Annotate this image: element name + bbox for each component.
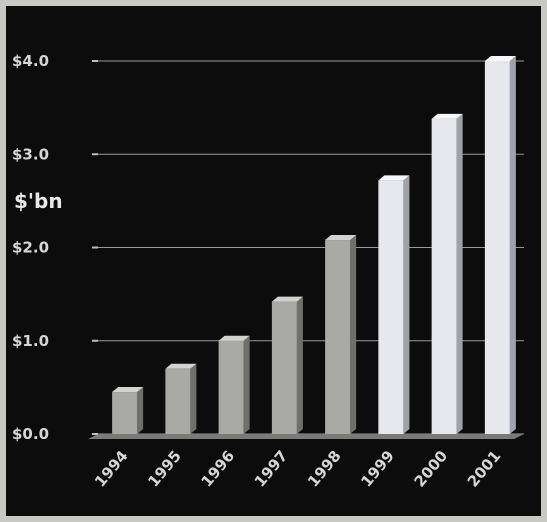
- bars: [112, 56, 516, 435]
- bar-top: [325, 235, 357, 241]
- bar-side: [456, 113, 463, 434]
- bar-front: [112, 392, 138, 434]
- bar-front: [325, 240, 351, 434]
- bar-1994: [112, 387, 144, 434]
- bar-side: [243, 335, 250, 434]
- y-tick-label: $2.0: [12, 239, 49, 257]
- x-tick-label: 1999: [357, 447, 398, 491]
- chart-floor: [88, 434, 524, 439]
- bar-1996: [218, 335, 250, 434]
- y-tick-label: $3.0: [12, 145, 49, 163]
- bar-front: [271, 301, 297, 434]
- bar-2001: [484, 56, 516, 434]
- x-axis-ticks: 1994 1995 1996 1997 1998 1999 2000 2001: [91, 447, 504, 491]
- bar-front: [431, 118, 457, 434]
- bar-top: [271, 296, 303, 302]
- bar-front: [218, 340, 244, 434]
- bar-top: [112, 387, 144, 393]
- bar-top: [378, 175, 410, 181]
- bar-1997: [271, 296, 303, 434]
- bar-side: [137, 387, 144, 434]
- bar-front: [378, 180, 404, 434]
- y-axis-ticks: $0.0 $1.0 $2.0 $3.0 $4.0: [12, 52, 98, 443]
- bar-front: [484, 61, 510, 434]
- bar-side: [190, 363, 197, 434]
- bar-side: [403, 175, 410, 435]
- x-tick-label: 2000: [411, 447, 452, 491]
- x-tick-label: 1996: [198, 447, 239, 491]
- bar-2000: [431, 113, 463, 434]
- bar-chart: $0.0$1.0$2.0$3.0$4.0 1994 1995 1996 1997 199…: [12, 52, 524, 491]
- bar-side: [296, 296, 303, 434]
- bar-top: [165, 363, 197, 369]
- y-tick-label: $1.0: [12, 332, 49, 350]
- bar-top: [484, 56, 516, 61]
- x-tick-label: 1995: [144, 447, 185, 491]
- bar-top: [218, 335, 250, 341]
- x-tick-label: 1998: [304, 447, 345, 491]
- y-axis-label: $'bn: [14, 189, 63, 213]
- floor-plane: [88, 434, 524, 439]
- bar-front: [165, 368, 191, 434]
- x-tick-label: 1994: [91, 447, 132, 491]
- bar-top: [431, 113, 463, 119]
- x-tick-label: 2001: [464, 447, 505, 491]
- bar-1998: [325, 235, 357, 434]
- x-tick-label: 1997: [251, 447, 292, 491]
- chart-frame: $0.0 $1.0 $2.0 $3.0 $4.0 1994 1995 1996 1997 199…: [6, 6, 541, 516]
- bar-1995: [165, 363, 197, 434]
- y-tick-label: $4.0: [12, 52, 49, 70]
- y-tick-label: $0.0: [12, 425, 49, 443]
- bar-side: [509, 56, 516, 434]
- bar-side: [350, 235, 357, 434]
- bar-1999: [378, 175, 410, 435]
